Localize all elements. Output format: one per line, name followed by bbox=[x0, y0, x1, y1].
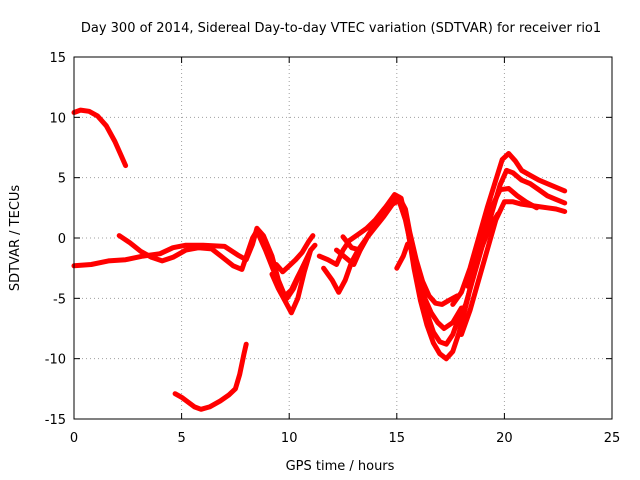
y-tick-label: -10 bbox=[45, 353, 66, 368]
series-line-arc-11 bbox=[450, 151, 568, 307]
y-tick-label: 10 bbox=[49, 111, 66, 126]
x-tick-label: 5 bbox=[177, 431, 185, 446]
x-tick-label: 25 bbox=[604, 431, 621, 446]
x-tick-label: 10 bbox=[281, 431, 298, 446]
series-line-arc-15 bbox=[172, 341, 249, 412]
y-tick-label: 15 bbox=[49, 51, 66, 66]
series-line-arc-13 bbox=[458, 199, 568, 337]
series-line-arc-10 bbox=[394, 241, 411, 271]
x-tick-label: 20 bbox=[496, 431, 513, 446]
chart-title: Day 300 of 2014, Sidereal Day-to-day VTE… bbox=[81, 21, 601, 36]
series-line-arc-5 bbox=[273, 233, 316, 275]
y-tick-label: 0 bbox=[58, 232, 66, 247]
series-group bbox=[71, 107, 568, 412]
x-tick-label: 15 bbox=[389, 431, 406, 446]
y-axis-title: SDTVAR / TECUs bbox=[8, 185, 23, 292]
x-tick-label: 0 bbox=[70, 431, 78, 446]
y-tick-label: 5 bbox=[58, 172, 66, 187]
series-line-arc-7 bbox=[321, 198, 464, 331]
x-axis-title: GPS time / hours bbox=[286, 459, 395, 474]
tick-labels: 0 5 10 15 20 25 -15 -10 -5 0 5 10 15 bbox=[45, 51, 621, 446]
y-tick-label: -15 bbox=[45, 413, 66, 428]
series-line-arc-4 bbox=[269, 242, 318, 316]
tick-marks bbox=[73, 56, 613, 420]
series-line-arc-3 bbox=[116, 228, 314, 301]
y-tick-label: -5 bbox=[53, 292, 66, 307]
series-line-arc-1 bbox=[71, 107, 129, 169]
series-line-arc-14 bbox=[465, 211, 501, 289]
